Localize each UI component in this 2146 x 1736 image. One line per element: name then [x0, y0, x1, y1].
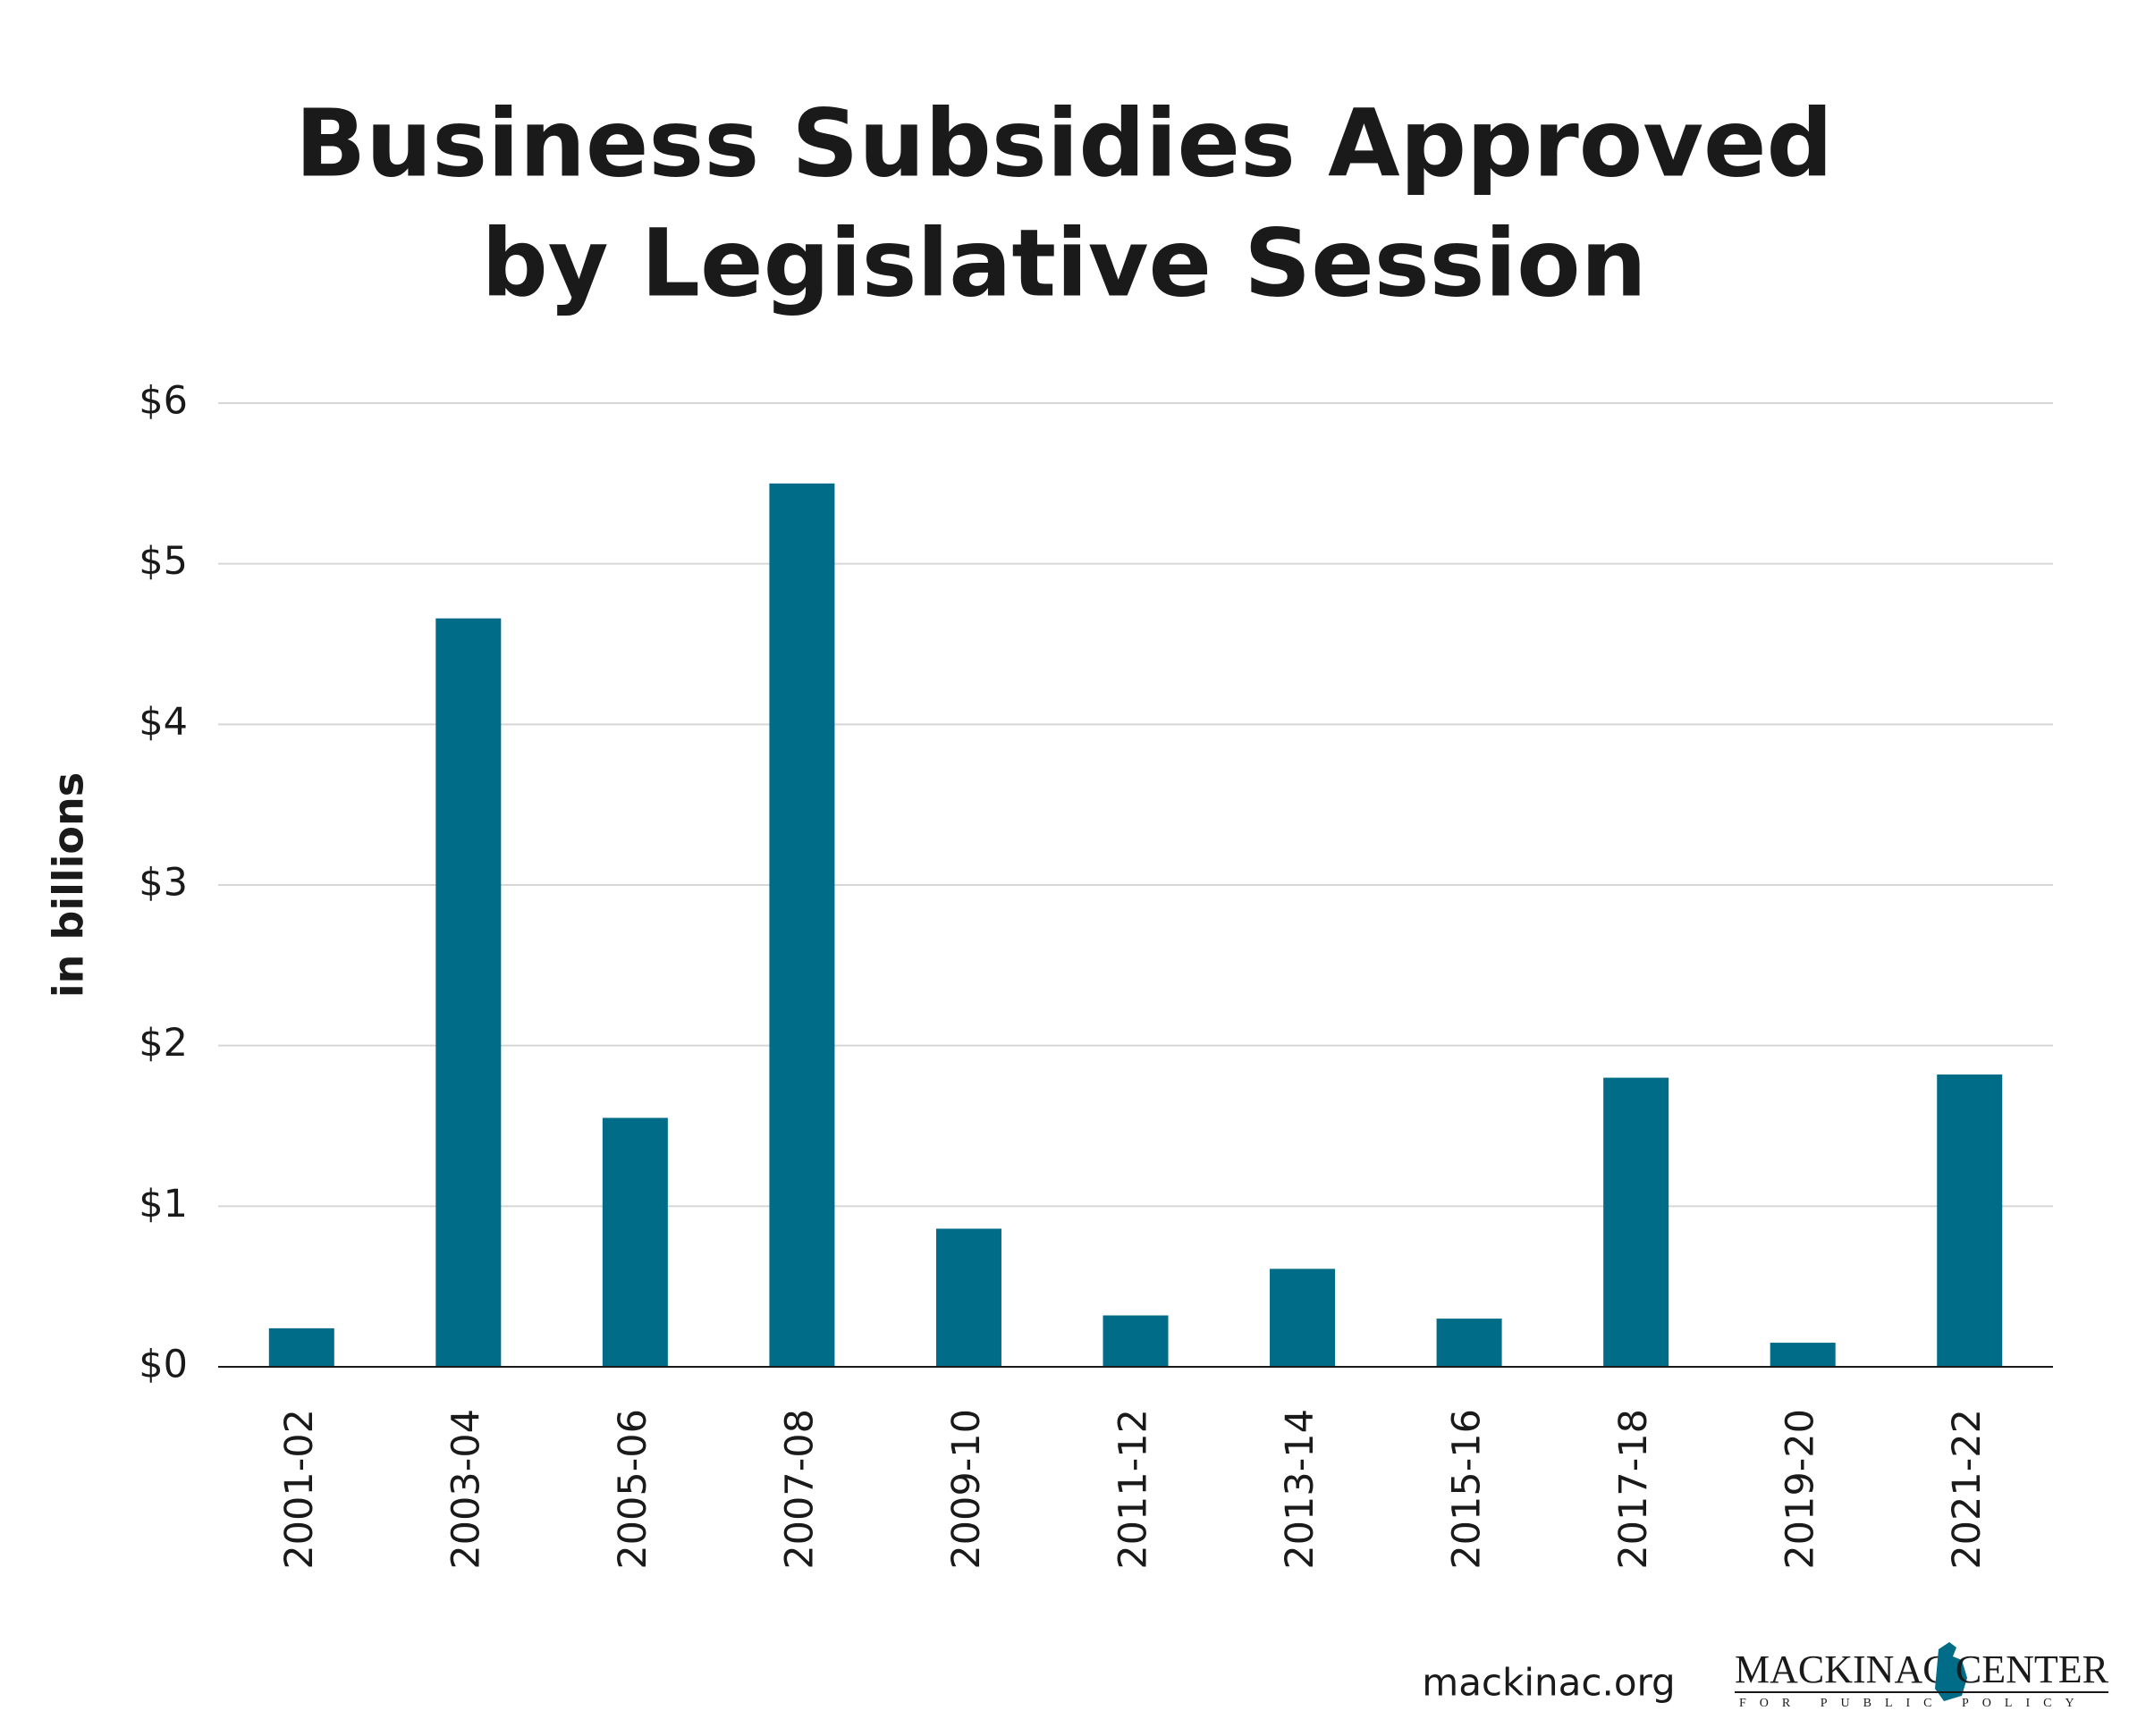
logo-icon: [1935, 1642, 1967, 1701]
bar: [268, 1327, 334, 1367]
x-tick-label: 2015-16: [1445, 1409, 1490, 1570]
logo-tagline: FOR PUBLIC POLICY: [1739, 1697, 2088, 1710]
x-tick-label: 2021-22: [1945, 1409, 1990, 1570]
chart-title: by Legislative Session: [481, 208, 1646, 317]
x-tick-label: 2003-04: [444, 1409, 488, 1570]
y-tick-label: $2: [139, 1021, 188, 1066]
x-tick-label: 2005-06: [611, 1409, 655, 1570]
source: mackinac.org: [1422, 1661, 1675, 1705]
chart-title: Business Subsidies Approved: [295, 88, 1833, 198]
y-tick-label: $0: [139, 1343, 188, 1387]
y-tick-label: $3: [139, 861, 188, 906]
bar: [1103, 1315, 1169, 1367]
x-tick-label: 2017-18: [1611, 1409, 1656, 1570]
y-tick-label: $4: [139, 700, 188, 745]
bar: [1603, 1077, 1669, 1367]
x-tick-label: 2007-08: [777, 1409, 822, 1570]
logo-text: CENTER: [1956, 1648, 2109, 1691]
bar: [1937, 1074, 2003, 1367]
bar: [935, 1228, 1001, 1367]
x-tick-label: 2001-02: [277, 1409, 322, 1570]
y-tick-label: $1: [139, 1182, 188, 1226]
x-tick-label: 2019-20: [1778, 1409, 1823, 1570]
bar: [1270, 1268, 1336, 1367]
bar: [602, 1117, 668, 1367]
bar: [769, 483, 835, 1367]
bar: [435, 618, 502, 1367]
bar: [1770, 1343, 1836, 1367]
x-tick-label: 2011-12: [1111, 1409, 1156, 1570]
x-tick-label: 2009-10: [944, 1409, 989, 1570]
y-tick-label: $5: [139, 539, 188, 584]
y-tick-label: $6: [139, 379, 188, 424]
bar: [1436, 1319, 1502, 1367]
logo-text: MACKINAC: [1735, 1648, 1949, 1691]
y-axis-label: in billions: [45, 772, 93, 998]
x-tick-label: 2013-14: [1278, 1409, 1322, 1570]
